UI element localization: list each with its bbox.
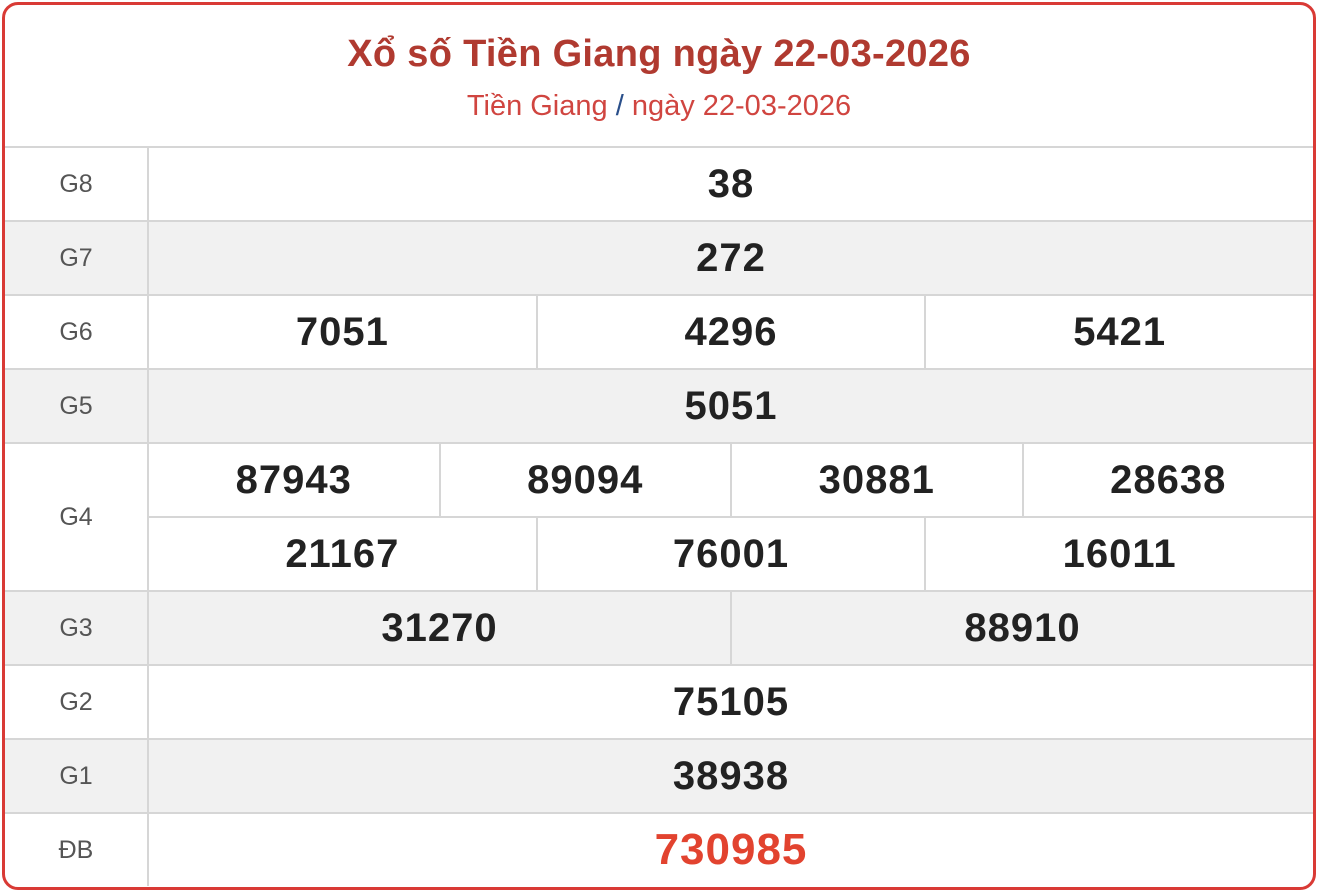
prize-values: 38938 (149, 740, 1313, 812)
prize-number: 38938 (672, 753, 790, 798)
prize-values: 31270 88910 (149, 592, 1313, 664)
prize-line: 730985 (149, 814, 1313, 886)
prize-line: 31270 88910 (149, 592, 1313, 664)
prize-label: ĐB (5, 814, 149, 886)
prize-values: 75105 (149, 666, 1313, 738)
breadcrumb: Tiền Giang / ngày 22-03-2026 (5, 90, 1313, 123)
prize-values: 38 (149, 148, 1313, 220)
prize-values: 730985 (149, 814, 1313, 886)
prize-label: G3 (5, 592, 149, 664)
prize-row-g4: G4 87943 89094 30881 28638 21167 76001 16011 (5, 442, 1313, 590)
prize-line: 38938 (149, 740, 1313, 812)
prize-row-g7: G7 272 (5, 220, 1313, 294)
prize-number: 7051 (295, 309, 389, 354)
prize-number: 5421 (924, 296, 1313, 368)
prize-values: 7051 4296 5421 (149, 296, 1313, 368)
header: Xổ số Tiền Giang ngày 22-03-2026 Tiền Gi… (5, 5, 1313, 146)
prize-values: 87943 89094 30881 28638 21167 76001 16011 (149, 444, 1313, 590)
prize-number: 16011 (924, 518, 1313, 590)
prize-line: 5051 (149, 370, 1313, 442)
prize-label: G4 (5, 444, 149, 590)
prize-row-g8: G8 38 (5, 146, 1313, 220)
page-title: Xổ số Tiền Giang ngày 22-03-2026 (347, 33, 971, 75)
special-prize-number: 730985 (654, 825, 808, 874)
prize-row-g6: G6 7051 4296 5421 (5, 294, 1313, 368)
prize-line: 272 (149, 222, 1313, 294)
prize-number: 272 (696, 235, 766, 280)
prize-line: 38 (149, 148, 1313, 220)
prize-number: 4296 (535, 296, 925, 368)
prize-line: 21167 76001 16011 (149, 516, 1313, 590)
breadcrumb-date-link[interactable]: ngày 22-03-2026 (631, 90, 852, 122)
prize-line: 7051 4296 5421 (149, 296, 1313, 368)
prize-number: 38 (707, 161, 755, 206)
prize-number: 28638 (1021, 444, 1314, 516)
prize-number: 76001 (535, 518, 925, 590)
prize-row-g2: G2 75105 (5, 664, 1313, 738)
breadcrumb-province-link[interactable]: Tiền Giang (466, 90, 608, 122)
prize-label: G7 (5, 222, 149, 294)
prize-values: 5051 (149, 370, 1313, 442)
prize-row-g1: G1 38938 (5, 738, 1313, 812)
prize-row-g5: G5 5051 (5, 368, 1313, 442)
prize-number: 87943 (235, 457, 352, 502)
prize-line: 75105 (149, 666, 1313, 738)
breadcrumb-separator: / (615, 90, 624, 122)
prize-label: G1 (5, 740, 149, 812)
prize-number: 88910 (730, 592, 1313, 664)
results-table: G8 38 G7 272 G6 7051 4296 5421 G5 5051 G4 87943 8909… (5, 146, 1313, 886)
prize-number: 30881 (730, 444, 1022, 516)
prize-number: 89094 (438, 444, 731, 516)
prize-label: G8 (5, 148, 149, 220)
prize-values: 272 (149, 222, 1313, 294)
prize-label: G2 (5, 666, 149, 738)
prize-number: 75105 (672, 679, 790, 724)
prize-label: G6 (5, 296, 149, 368)
prize-label: G5 (5, 370, 149, 442)
prize-row-db: ĐB 730985 (5, 812, 1313, 886)
prize-number: 5051 (684, 383, 778, 428)
prize-number: 31270 (381, 605, 498, 650)
prize-number: 21167 (285, 531, 400, 576)
prize-row-g3: G3 31270 88910 (5, 590, 1313, 664)
prize-line: 87943 89094 30881 28638 (149, 444, 1313, 516)
